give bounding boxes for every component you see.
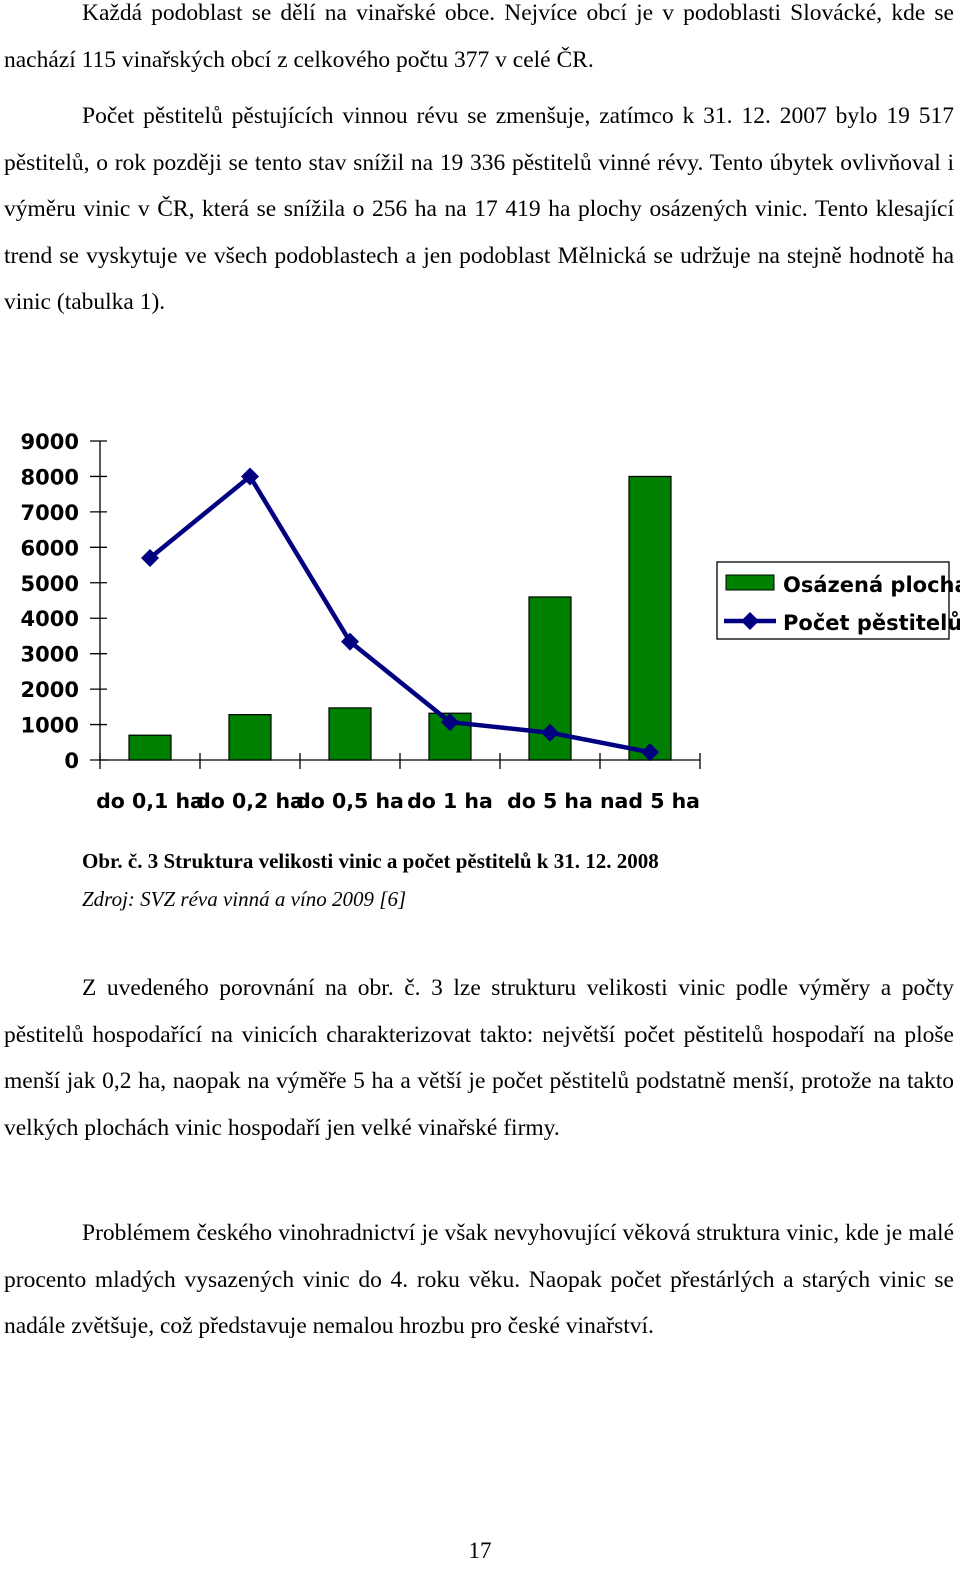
- line-marker: [341, 632, 359, 651]
- line-marker: [641, 743, 659, 762]
- y-tick-label: 6000: [21, 536, 79, 560]
- paragraph-4-text: Problémem českého vinohradnictví je však…: [4, 1220, 954, 1339]
- chart-line: [141, 467, 659, 762]
- y-tick-label: 1000: [21, 714, 79, 738]
- y-tick-label: 9000: [21, 430, 79, 454]
- figure-source: Zdroj: SVZ réva vinná a víno 2009 [6]: [82, 887, 407, 911]
- paragraph-3-text: Z uvedeného porovnání na obr. č. 3 lze s…: [4, 975, 954, 1141]
- chart-bars: [128, 475, 672, 761]
- x-tick-label: nad 5 ha: [600, 789, 700, 813]
- paragraph-3: Z uvedeného porovnání na obr. č. 3 lze s…: [4, 965, 954, 1151]
- bar: [228, 714, 272, 761]
- legend-label-line: Počet pěstitelů: [783, 611, 960, 635]
- paragraph-2: Počet pěstitelů pěstujících vinnou révu …: [4, 93, 954, 326]
- x-tick-label: do 1 ha: [407, 789, 493, 813]
- y-tick-label: 5000: [21, 572, 79, 596]
- x-tick-label: do 5 ha: [507, 789, 593, 813]
- y-tick-label: 8000: [21, 465, 79, 489]
- paragraph-2-text: Počet pěstitelů pěstujících vinnou révu …: [4, 103, 954, 315]
- y-tick-label: 7000: [21, 501, 79, 525]
- y-tick-label: 2000: [21, 678, 79, 702]
- legend-swatch-bar: [725, 574, 775, 591]
- y-tick-label: 4000: [21, 607, 79, 631]
- x-tick-label: do 0,5 ha: [296, 789, 404, 813]
- bar: [328, 707, 372, 761]
- line-marker: [541, 723, 559, 742]
- x-tick-label: do 0,2 ha: [196, 789, 304, 813]
- legend-label-bar: Osázená plocha: [783, 573, 960, 597]
- chart: 0 1000 2000 3000 4000 5000 6000 7000 8000 9000 do …: [21, 430, 960, 813]
- chart-legend: Osázená plocha Počet pěstitelů: [716, 561, 960, 640]
- chart-axes: 0 1000 2000 3000 4000 5000 6000 7000 8000 9000 do …: [21, 430, 701, 813]
- bar: [628, 475, 672, 761]
- line-marker: [141, 548, 159, 567]
- line-marker: [441, 713, 459, 732]
- legend-line-marker: [741, 612, 759, 630]
- figure-caption: Obr. č. 3 Struktura velikosti vinic a po…: [82, 849, 659, 873]
- paragraph-1: Každá podoblast se dělí na vinařské obce…: [4, 0, 954, 83]
- line-marker: [241, 467, 259, 486]
- bar: [128, 734, 172, 761]
- paragraph-4: Problémem českého vinohradnictví je však…: [4, 1210, 954, 1350]
- page-number: 17: [468, 1538, 492, 1563]
- y-tick-label: 0: [64, 749, 79, 773]
- x-tick-label: do 0,1 ha: [96, 789, 204, 813]
- paragraph-1-text: Každá podoblast se dělí na vinařské obce…: [4, 0, 954, 73]
- series-line: [148, 474, 651, 755]
- y-tick-label: 3000: [21, 643, 79, 667]
